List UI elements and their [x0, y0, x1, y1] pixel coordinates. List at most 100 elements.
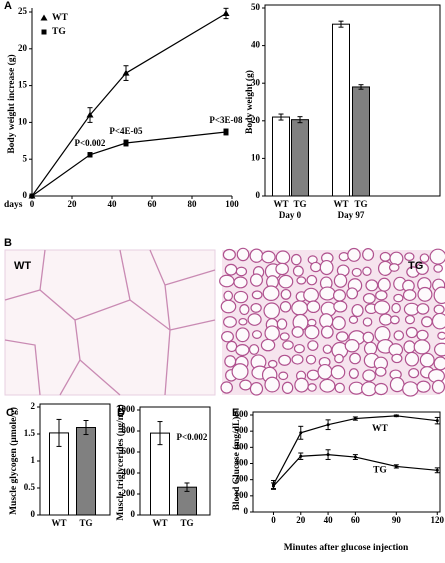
- y-tick-label: 5: [23, 153, 28, 163]
- cell: [251, 330, 263, 339]
- cell: [365, 279, 379, 292]
- cell: [275, 250, 291, 265]
- cell: [223, 290, 234, 302]
- x-tick-label: 100: [225, 199, 239, 209]
- y-tick-label: 400: [235, 441, 249, 451]
- cell: [320, 325, 334, 339]
- cell: [415, 262, 429, 275]
- y-tick-label: 400: [122, 467, 136, 477]
- cell: [402, 381, 419, 397]
- y-tick-label: 1000: [117, 404, 136, 414]
- y-axis-label: Muscle triglycerides (µg/mg): [115, 404, 126, 520]
- cell: [437, 331, 445, 340]
- cell: [362, 292, 376, 304]
- y-tick-label: 600: [122, 446, 136, 456]
- bar: [291, 119, 309, 197]
- marker: [86, 111, 94, 118]
- cell: [322, 344, 333, 354]
- cell: [333, 273, 348, 288]
- cell: [278, 371, 289, 381]
- cell: [249, 381, 264, 396]
- cell: [388, 263, 400, 272]
- cell: [224, 263, 238, 276]
- y-tick-label: 20: [18, 43, 28, 53]
- y-tick-label: 0: [31, 509, 36, 519]
- cell: [419, 253, 430, 263]
- legend-label: WT: [52, 13, 69, 23]
- cell: [281, 381, 294, 394]
- cell: [416, 380, 431, 393]
- error-bar: [338, 20, 344, 28]
- cell: [290, 253, 302, 266]
- cell: [249, 273, 264, 287]
- y-tick-label: 20: [251, 115, 261, 125]
- cell: [307, 383, 317, 392]
- series-line: [31, 131, 227, 197]
- cell: [363, 341, 378, 356]
- cell: [429, 248, 445, 265]
- cell: [319, 259, 334, 276]
- bar: [272, 116, 290, 197]
- histology: B WT TG: [4, 237, 445, 397]
- x-tick-label: 80: [188, 199, 198, 209]
- marker: [353, 417, 357, 421]
- y-tick-label: 15: [18, 80, 28, 90]
- y-tick-label: 25: [18, 6, 28, 16]
- error-bar: [278, 113, 284, 121]
- cell: [408, 368, 420, 379]
- cell: [332, 289, 347, 302]
- y-tick-label: 0: [23, 190, 28, 200]
- series-label: WT: [372, 424, 389, 434]
- cell: [404, 252, 415, 262]
- cell: [346, 287, 359, 300]
- bar: [352, 86, 370, 197]
- cell: [433, 342, 445, 357]
- cell: [351, 303, 364, 318]
- marker: [271, 484, 275, 488]
- cell: [417, 286, 433, 302]
- cell: [413, 339, 431, 355]
- cell: [389, 315, 400, 325]
- cell: [389, 251, 404, 266]
- error-bar: [83, 420, 89, 436]
- cell: [224, 355, 237, 368]
- cell: [362, 317, 373, 327]
- cell: [416, 303, 430, 315]
- cell: [292, 265, 304, 277]
- x-tick-label: 60: [351, 515, 361, 525]
- cell: [433, 304, 445, 315]
- cell: [310, 261, 322, 273]
- cell: [330, 365, 346, 380]
- cell: [304, 325, 320, 340]
- y-tick-label: 300: [235, 458, 249, 468]
- cell: [307, 340, 319, 351]
- legend-label: TG: [52, 27, 66, 37]
- cell: [391, 353, 403, 364]
- marker: [123, 140, 129, 146]
- cell: [223, 316, 237, 328]
- y-axis-label: Muscle glycogen (µmole/g): [8, 407, 19, 515]
- legend-marker: [40, 14, 48, 21]
- cell: [293, 343, 305, 354]
- x-tick-label: 120: [431, 515, 445, 525]
- marker: [223, 129, 229, 135]
- cell: [264, 325, 280, 342]
- cell: [362, 266, 372, 276]
- series-line: [273, 454, 438, 487]
- x-tick-label: TG: [293, 199, 306, 209]
- plot-frame: [39, 403, 111, 516]
- marker: [222, 9, 230, 16]
- cell: [404, 314, 416, 325]
- x-tick-label: WT: [333, 199, 348, 209]
- cell: [279, 301, 292, 313]
- cell: [334, 382, 345, 394]
- cell: [373, 300, 391, 315]
- cell: [282, 340, 294, 350]
- cell: [361, 381, 378, 397]
- cell: [433, 263, 443, 273]
- cell: [433, 356, 445, 371]
- marker: [122, 69, 130, 76]
- cell: [335, 331, 349, 342]
- cell: [334, 353, 344, 364]
- cell: [317, 363, 333, 380]
